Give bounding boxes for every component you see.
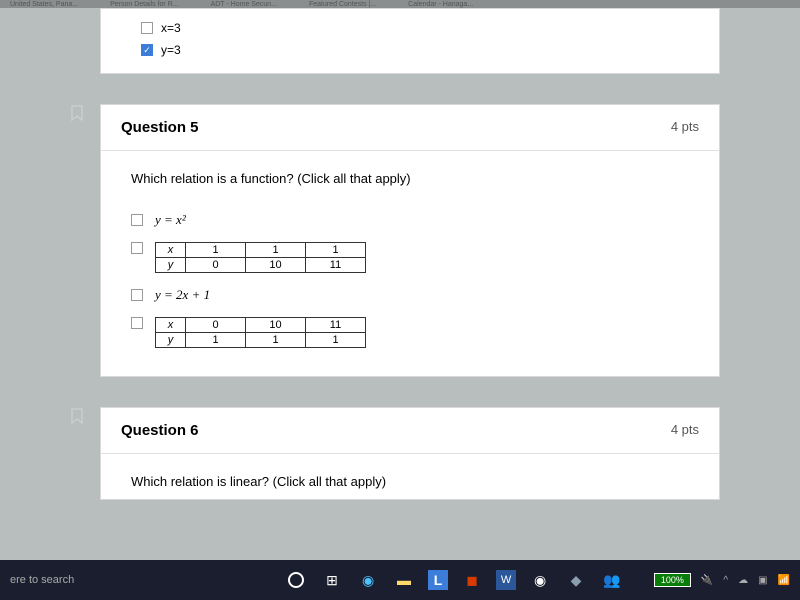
checkbox-icon[interactable] — [131, 214, 143, 226]
windows-taskbar: ere to search ⊞ ◉ ▬ L ◼ W ◉ ◆ 👥 100% 🔌 ^… — [0, 560, 800, 600]
teams-icon[interactable]: 👥 — [600, 568, 624, 592]
table-row: x 0 10 11 — [156, 318, 366, 333]
tab-5[interactable]: Calendar - Hanaga... — [408, 1, 473, 8]
question-header: Question 5 4 pts — [101, 105, 719, 151]
cell: 10 — [246, 258, 306, 273]
option-4[interactable]: x 0 10 11 y 1 1 1 — [131, 309, 689, 356]
taskbar-apps: ⊞ ◉ ▬ L ◼ W ◉ ◆ 👥 — [284, 568, 624, 592]
task-view-icon[interactable]: ⊞ — [320, 568, 344, 592]
question-6-card: Question 6 4 pts Which relation is linea… — [100, 407, 720, 500]
bookmark-icon[interactable] — [70, 407, 84, 425]
cell: 0 — [186, 318, 246, 333]
chevron-up-icon[interactable]: ^ — [723, 575, 728, 586]
word-icon[interactable]: W — [496, 570, 516, 590]
question-body: Which relation is a function? (Click all… — [101, 151, 719, 376]
row-header: y — [156, 333, 186, 348]
cell: 1 — [186, 243, 246, 258]
chrome-icon[interactable]: ◉ — [528, 568, 552, 592]
option-label: x=3 — [161, 21, 181, 35]
bookmark-icon[interactable] — [70, 104, 84, 122]
option-text: y = x² — [155, 212, 186, 228]
cell: 10 — [246, 318, 306, 333]
question-points: 4 pts — [671, 119, 699, 136]
cloud-icon[interactable]: ☁ — [738, 575, 748, 586]
option-1[interactable]: y = x² — [131, 206, 689, 234]
tab-1[interactable]: United States, Pana... — [10, 1, 78, 8]
option-x3[interactable]: x=3 — [141, 17, 679, 39]
option-2[interactable]: x 1 1 1 y 0 10 11 — [131, 234, 689, 281]
tab-3[interactable]: ADT - Home Secun... — [211, 1, 277, 8]
table-row: y 1 1 1 — [156, 333, 366, 348]
cell: 11 — [306, 318, 366, 333]
option-label: y=3 — [161, 43, 181, 57]
row-header: y — [156, 258, 186, 273]
cell: 1 — [186, 333, 246, 348]
cortana-icon[interactable] — [284, 568, 308, 592]
cell: 1 — [246, 333, 306, 348]
question-5-card: Question 5 4 pts Which relation is a fun… — [100, 104, 720, 377]
option-3[interactable]: y = 2x + 1 — [131, 281, 689, 309]
table-row: y 0 10 11 — [156, 258, 366, 273]
previous-question-tail: x=3 ✓ y=3 — [100, 8, 720, 74]
question-header: Question 6 4 pts — [101, 408, 719, 454]
app-l-icon[interactable]: L — [428, 570, 448, 590]
checkbox-checked-icon[interactable]: ✓ — [141, 44, 153, 56]
checkbox-icon[interactable] — [131, 242, 143, 254]
wifi-icon[interactable]: 📶 — [778, 575, 790, 586]
tab-4[interactable]: Featured Contests |... — [309, 1, 376, 8]
row-header: x — [156, 243, 186, 258]
cell: 1 — [306, 333, 366, 348]
battery-indicator[interactable]: 100% — [654, 573, 691, 587]
page-content: x=3 ✓ y=3 Question 5 4 pts Which relatio… — [0, 8, 800, 560]
question-prompt: Which relation is a function? (Click all… — [131, 171, 689, 186]
relation-table-2: x 0 10 11 y 1 1 1 — [155, 317, 366, 348]
app-icon[interactable]: ◆ — [564, 568, 588, 592]
checkbox-icon[interactable] — [131, 289, 143, 301]
question-points: 4 pts — [671, 422, 699, 439]
cell: 1 — [246, 243, 306, 258]
camera-icon[interactable]: ▣ — [758, 575, 767, 586]
explorer-icon[interactable]: ▬ — [392, 568, 416, 592]
question-title: Question 5 — [121, 119, 199, 136]
option-y3[interactable]: ✓ y=3 — [141, 39, 679, 61]
checkbox-unchecked-icon[interactable] — [141, 22, 153, 34]
office-icon[interactable]: ◼ — [460, 568, 484, 592]
browser-tab-bar: United States, Pana... Person Details fo… — [0, 0, 800, 8]
plug-icon[interactable]: 🔌 — [701, 575, 713, 586]
option-text: y = 2x + 1 — [155, 287, 210, 303]
edge-icon[interactable]: ◉ — [356, 568, 380, 592]
question-prompt: Which relation is linear? (Click all tha… — [131, 474, 689, 489]
cell: 0 — [186, 258, 246, 273]
tab-2[interactable]: Person Details for R... — [110, 1, 178, 8]
question-title: Question 6 — [121, 422, 199, 439]
table-row: x 1 1 1 — [156, 243, 366, 258]
relation-table-1: x 1 1 1 y 0 10 11 — [155, 242, 366, 273]
question-body: Which relation is linear? (Click all tha… — [101, 454, 719, 499]
cell: 1 — [306, 243, 366, 258]
row-header: x — [156, 318, 186, 333]
search-input[interactable]: ere to search — [10, 574, 74, 586]
checkbox-icon[interactable] — [131, 317, 143, 329]
cell: 11 — [306, 258, 366, 273]
system-tray[interactable]: 🔌 ^ ☁ ▣ 📶 — [701, 575, 790, 586]
